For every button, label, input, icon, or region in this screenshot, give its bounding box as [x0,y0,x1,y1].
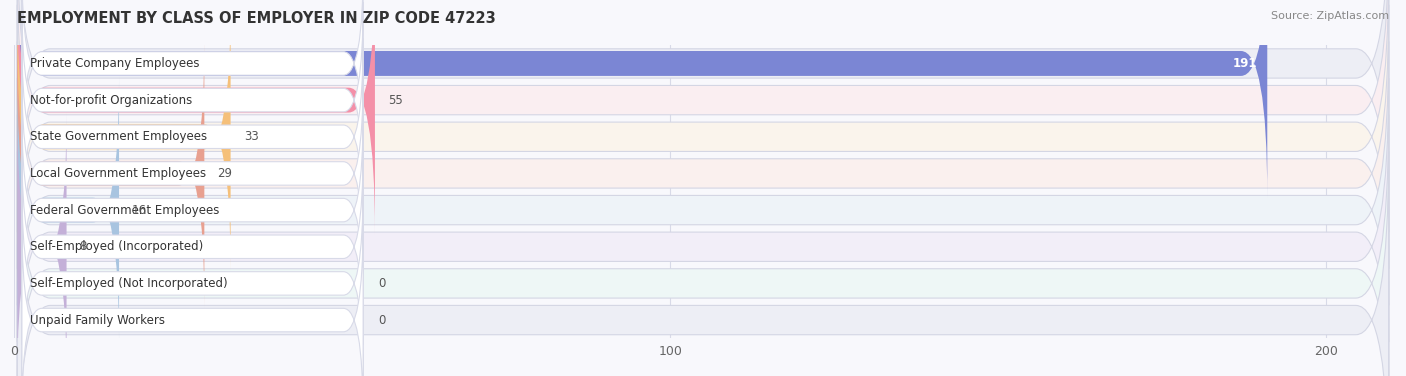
FancyBboxPatch shape [22,75,363,272]
Text: 16: 16 [132,203,148,217]
FancyBboxPatch shape [17,0,1389,269]
Text: State Government Employees: State Government Employees [31,130,208,143]
Text: 55: 55 [388,94,402,107]
FancyBboxPatch shape [22,38,363,235]
Text: EMPLOYMENT BY CLASS OF EMPLOYER IN ZIP CODE 47223: EMPLOYMENT BY CLASS OF EMPLOYER IN ZIP C… [17,11,496,26]
FancyBboxPatch shape [22,149,363,345]
FancyBboxPatch shape [17,76,120,344]
FancyBboxPatch shape [17,152,1389,376]
FancyBboxPatch shape [17,115,1389,376]
Text: Self-Employed (Not Incorporated): Self-Employed (Not Incorporated) [31,277,228,290]
Text: 8: 8 [80,240,87,253]
FancyBboxPatch shape [22,0,363,162]
Text: Source: ZipAtlas.com: Source: ZipAtlas.com [1271,11,1389,21]
FancyBboxPatch shape [17,0,375,234]
FancyBboxPatch shape [17,3,231,271]
Text: Private Company Employees: Private Company Employees [31,57,200,70]
FancyBboxPatch shape [17,0,1267,198]
Text: 29: 29 [218,167,232,180]
FancyBboxPatch shape [17,78,1389,376]
FancyBboxPatch shape [17,112,66,376]
Text: Unpaid Family Workers: Unpaid Family Workers [31,314,166,327]
Text: 33: 33 [243,130,259,143]
FancyBboxPatch shape [22,222,363,376]
Text: 0: 0 [378,277,385,290]
Text: Not-for-profit Organizations: Not-for-profit Organizations [31,94,193,107]
FancyBboxPatch shape [22,112,363,308]
FancyBboxPatch shape [22,185,363,376]
Text: 191: 191 [1233,57,1257,70]
FancyBboxPatch shape [17,39,204,308]
Text: Self-Employed (Incorporated): Self-Employed (Incorporated) [31,240,204,253]
FancyBboxPatch shape [22,2,363,199]
Text: Local Government Employees: Local Government Employees [31,167,207,180]
FancyBboxPatch shape [17,5,1389,342]
Text: 0: 0 [378,314,385,327]
Text: Federal Government Employees: Federal Government Employees [31,203,219,217]
FancyBboxPatch shape [17,0,1389,305]
FancyBboxPatch shape [17,41,1389,376]
FancyBboxPatch shape [17,0,1389,232]
